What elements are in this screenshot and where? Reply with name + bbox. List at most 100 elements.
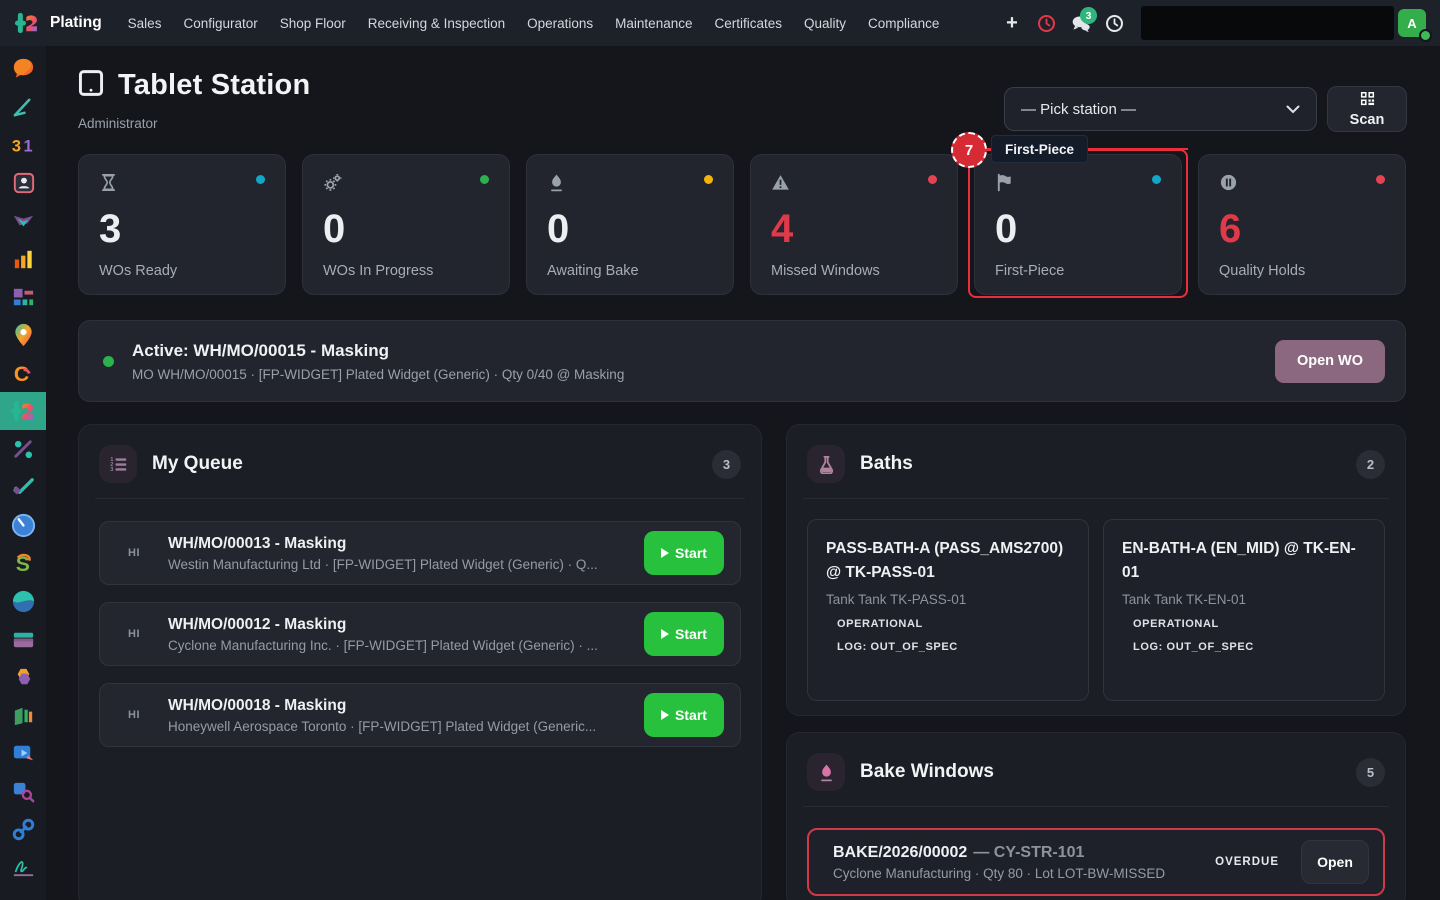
bath-card[interactable]: EN-BATH-A (EN_MID) @ TK-EN-01 Tank Tank … bbox=[1103, 519, 1385, 701]
baths-panel: Baths 2 PASS-BATH-A (PASS_AMS2700) @ TK-… bbox=[786, 424, 1406, 716]
sidebar-app-signature-icon[interactable] bbox=[0, 848, 46, 886]
bath-log: LOG: OUT_OF_SPEC bbox=[837, 641, 1070, 653]
stat-card-missed-windows[interactable]: 4 Missed Windows bbox=[750, 154, 958, 295]
baths-title: Baths bbox=[860, 453, 913, 475]
nav-menu-configurator[interactable]: Configurator bbox=[183, 16, 257, 31]
status-dot bbox=[704, 175, 713, 184]
sidebar-app-knowledge-icon[interactable] bbox=[0, 88, 46, 126]
nav-menu-shop-floor[interactable]: Shop Floor bbox=[280, 16, 346, 31]
app-viewport: Plating Sales Configurator Shop Floor Recei… bbox=[0, 0, 1440, 900]
start-button[interactable]: Start bbox=[644, 612, 724, 656]
search-input[interactable] bbox=[1141, 6, 1394, 40]
bake-windows-count-badge: 5 bbox=[1356, 758, 1385, 787]
sidebar-app-map-pin-icon[interactable] bbox=[0, 316, 46, 354]
stat-value: 6 bbox=[1219, 209, 1385, 249]
scan-button[interactable]: Scan bbox=[1327, 86, 1407, 132]
plus-icon[interactable]: + bbox=[995, 12, 1029, 35]
play-icon bbox=[661, 548, 669, 558]
open-button[interactable]: Open bbox=[1301, 840, 1369, 884]
nav-menus: Sales Configurator Shop Floor Receiving & I… bbox=[128, 16, 940, 31]
queue-row[interactable]: HI WH/MO/00012 - Masking Cyclone Manufac… bbox=[99, 602, 741, 666]
status-dot bbox=[928, 175, 937, 184]
sidebar-app-percent-icon[interactable] bbox=[0, 430, 46, 468]
bath-title: PASS-BATH-A (PASS_AMS2700) @ TK-PASS-01 bbox=[826, 537, 1070, 585]
nav-menu-maintenance[interactable]: Maintenance bbox=[615, 16, 692, 31]
stat-value: 3 bbox=[99, 209, 265, 249]
queue-row-subtitle: Cyclone Manufacturing Inc. · [FP-WIDGET]… bbox=[168, 638, 628, 653]
chat-bubbles-icon[interactable]: 3 bbox=[1063, 6, 1097, 40]
qr-code-icon bbox=[1360, 91, 1375, 111]
sidebar-app-calendar-31-icon[interactable]: 31 bbox=[0, 126, 46, 164]
queue-row-subtitle: Westin Manufacturing Ltd · [FP-WIDGET] P… bbox=[168, 557, 628, 572]
priority-badge: HI bbox=[100, 709, 168, 721]
nav-menu-receiving-inspection[interactable]: Receiving & Inspection bbox=[368, 16, 505, 31]
sidebar-app-chain-links-icon[interactable] bbox=[0, 810, 46, 848]
svg-text:3: 3 bbox=[11, 137, 20, 155]
stat-card-awaiting-bake[interactable]: 0 Awaiting Bake bbox=[526, 154, 734, 295]
nav-menu-operations[interactable]: Operations bbox=[527, 16, 593, 31]
sidebar-app-discuss-icon[interactable] bbox=[0, 50, 46, 88]
bake-window-row[interactable]: BAKE/2026/00002— CY-STR-101 Cyclone Manu… bbox=[807, 828, 1385, 896]
sidebar-app-clock-app-icon[interactable] bbox=[0, 506, 46, 544]
sidebar-app-plating-icon[interactable] bbox=[0, 392, 46, 430]
sidebar-app-dot-partial-icon[interactable] bbox=[0, 886, 46, 900]
bake-ref: BAKE/2026/00002— CY-STR-101 bbox=[833, 844, 1215, 862]
flame-icon bbox=[807, 753, 845, 791]
bath-status: OPERATIONAL bbox=[1133, 618, 1366, 630]
bath-card[interactable]: PASS-BATH-A (PASS_AMS2700) @ TK-PASS-01 … bbox=[807, 519, 1089, 701]
sidebar-app-hexagon-icon[interactable] bbox=[0, 658, 46, 696]
queue-row[interactable]: HI WH/MO/00013 - Masking Westin Manufact… bbox=[99, 521, 741, 585]
bake-windows-panel: Bake Windows 5 BAKE/2026/00002— CY-STR-1… bbox=[786, 732, 1406, 900]
sidebar-app-square-search-icon[interactable] bbox=[0, 772, 46, 810]
nav-systray: + 3 A bbox=[995, 6, 1440, 40]
bath-tank: Tank Tank TK-EN-01 bbox=[1122, 592, 1366, 607]
stat-card-wos-ready[interactable]: 3 WOs Ready bbox=[78, 154, 286, 295]
start-button[interactable]: Start bbox=[644, 693, 724, 737]
history-clock-icon[interactable] bbox=[1097, 6, 1131, 40]
sidebar-app-stacked-cards-icon[interactable] bbox=[0, 620, 46, 658]
sidebar-app-members-icon[interactable] bbox=[0, 202, 46, 240]
queue-row[interactable]: HI WH/MO/00018 - Masking Honeywell Aeros… bbox=[99, 683, 741, 747]
queue-row-title: WH/MO/00018 - Masking bbox=[168, 697, 644, 715]
queue-row-title: WH/MO/00012 - Masking bbox=[168, 616, 644, 634]
nav-menu-quality[interactable]: Quality bbox=[804, 16, 846, 31]
activity-clock-icon[interactable] bbox=[1029, 6, 1063, 40]
stat-label: WOs In Progress bbox=[323, 263, 489, 279]
tablet-icon bbox=[78, 68, 104, 103]
sidebar-app-graphs-icon[interactable] bbox=[0, 240, 46, 278]
stat-label: Quality Holds bbox=[1219, 263, 1385, 279]
open-wo-button[interactable]: Open WO bbox=[1275, 340, 1385, 383]
page-subtitle: Administrator bbox=[78, 116, 158, 131]
chat-badge: 3 bbox=[1080, 7, 1097, 24]
stat-value: 4 bbox=[771, 209, 937, 249]
start-button[interactable]: Start bbox=[644, 531, 724, 575]
sidebar-app-sales-s-icon[interactable]: S bbox=[0, 544, 46, 582]
station-picker-select[interactable]: — Pick station — bbox=[1004, 87, 1317, 131]
sidebar-app-kanban-blocks-icon[interactable] bbox=[0, 278, 46, 316]
brand[interactable]: Plating bbox=[0, 10, 102, 37]
sidebar-app-crm-c-icon[interactable]: C bbox=[0, 354, 46, 392]
my-queue-count-badge: 3 bbox=[712, 450, 741, 479]
station-picker-value: — Pick station — bbox=[1021, 101, 1136, 118]
stat-card-wos-in-progress[interactable]: 0 WOs In Progress bbox=[302, 154, 510, 295]
bath-title: EN-BATH-A (EN_MID) @ TK-EN-01 bbox=[1122, 537, 1366, 585]
baths-count-badge: 2 bbox=[1356, 450, 1385, 479]
bath-log: LOG: OUT_OF_SPEC bbox=[1133, 641, 1366, 653]
stat-card-first-piece[interactable]: 0 First-Piece bbox=[974, 154, 1182, 295]
sidebar-app-presentation-icon[interactable] bbox=[0, 734, 46, 772]
sidebar-app-ledger-bars-icon[interactable] bbox=[0, 696, 46, 734]
bath-status: OPERATIONAL bbox=[837, 618, 1070, 630]
stat-icon bbox=[771, 179, 790, 196]
sidebar-app-sphere-icon[interactable] bbox=[0, 582, 46, 620]
nav-menu-certificates[interactable]: Certificates bbox=[714, 16, 782, 31]
stat-value: 0 bbox=[995, 209, 1161, 249]
brand-name: Plating bbox=[50, 14, 102, 32]
top-navbar: Plating Sales Configurator Shop Floor Recei… bbox=[0, 0, 1440, 46]
nav-menu-compliance[interactable]: Compliance bbox=[868, 16, 939, 31]
sidebar-app-contacts-icon[interactable] bbox=[0, 164, 46, 202]
stat-label: First-Piece bbox=[995, 263, 1161, 279]
stat-card-quality-holds[interactable]: 6 Quality Holds bbox=[1198, 154, 1406, 295]
sidebar-app-todo-check-icon[interactable] bbox=[0, 468, 46, 506]
nav-menu-sales[interactable]: Sales bbox=[128, 16, 162, 31]
stat-label: WOs Ready bbox=[99, 263, 265, 279]
